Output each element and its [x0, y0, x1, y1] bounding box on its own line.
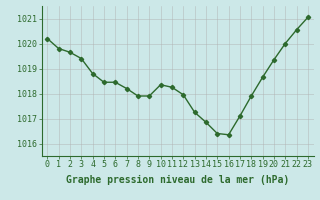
X-axis label: Graphe pression niveau de la mer (hPa): Graphe pression niveau de la mer (hPa) [66, 175, 289, 185]
